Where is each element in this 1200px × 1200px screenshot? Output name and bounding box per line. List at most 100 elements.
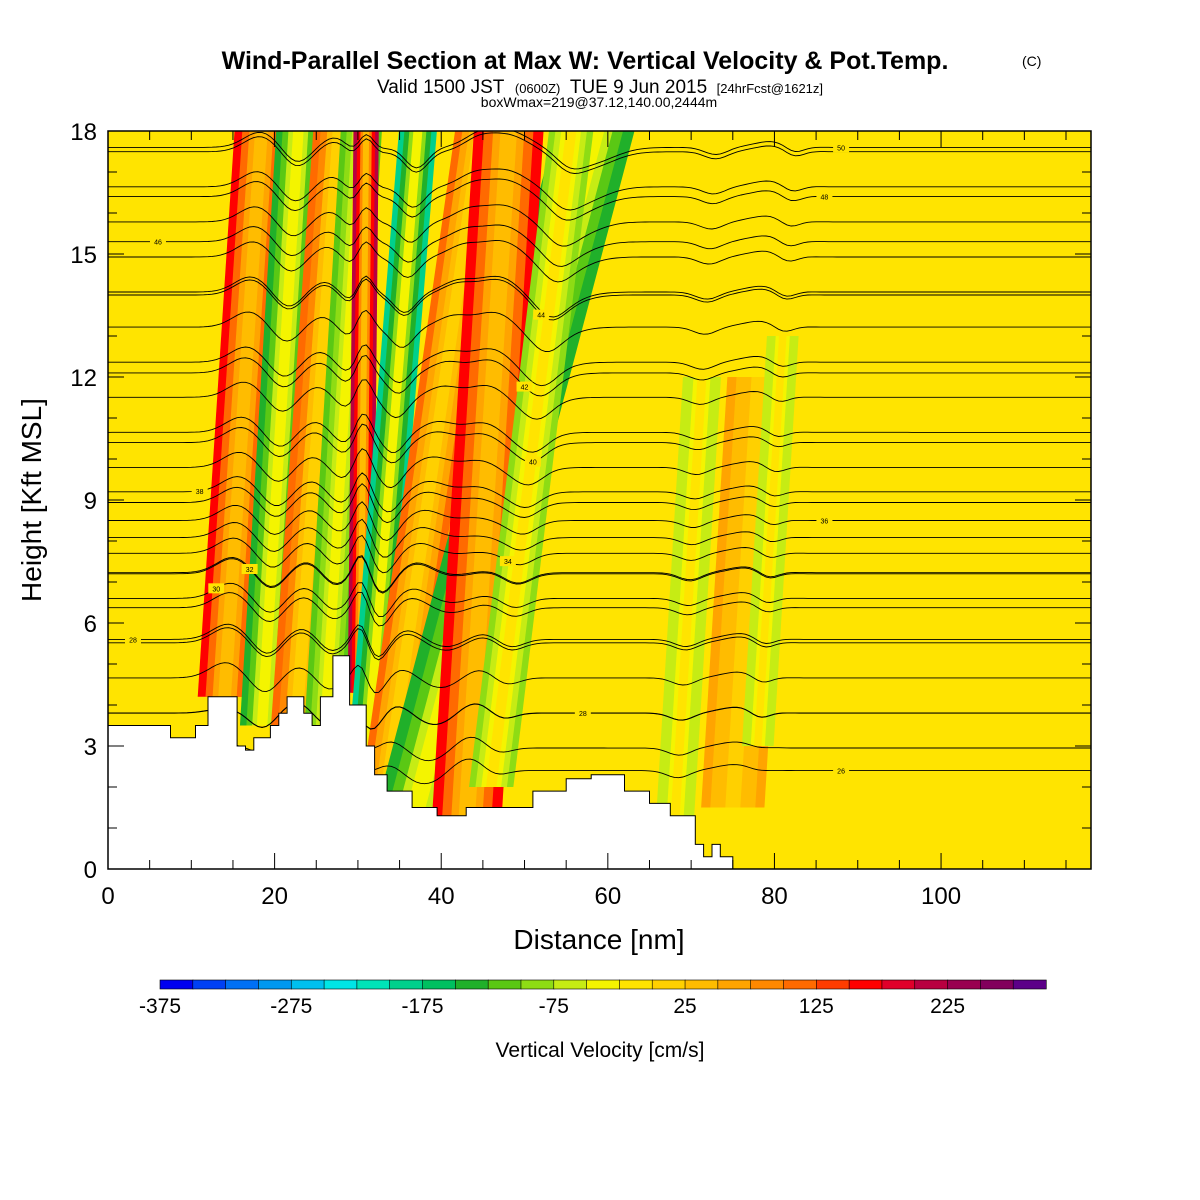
contour-label-bg bbox=[833, 142, 850, 153]
theta-contour-line bbox=[108, 662, 1091, 694]
velocity-band bbox=[218, 131, 268, 697]
theta-contour-line bbox=[108, 178, 1091, 221]
contour-label-bg bbox=[574, 708, 591, 719]
contour-label: 50 bbox=[837, 145, 845, 152]
theta-contour-line bbox=[108, 379, 1091, 420]
theta-contour-line bbox=[108, 309, 1091, 352]
colorbar-swatch bbox=[619, 979, 653, 990]
colorbar-swatch bbox=[1012, 979, 1047, 990]
colorbar-swatch bbox=[323, 979, 358, 990]
velocity-band bbox=[289, 131, 345, 738]
colorbar-swatch bbox=[815, 979, 850, 990]
colorbar-swatch bbox=[750, 979, 785, 990]
velocity-band bbox=[357, 131, 370, 693]
theta-contour-line bbox=[108, 627, 1091, 661]
colorbar-tick-label: -375 bbox=[139, 995, 181, 1018]
y-tick-label: 18 bbox=[70, 119, 97, 146]
x-tick-label: 40 bbox=[428, 883, 455, 910]
colorbar-tick-label: 25 bbox=[673, 995, 696, 1018]
contour-label: 28 bbox=[579, 711, 587, 718]
theta-contour-line bbox=[108, 501, 1091, 541]
terrain-mask bbox=[108, 655, 734, 869]
theta-contour-line bbox=[108, 591, 1091, 627]
contour-label-bg bbox=[241, 563, 258, 574]
contour-label-bg bbox=[533, 309, 550, 320]
y-tick-label: 0 bbox=[84, 857, 97, 884]
colorbar-title: Vertical Velocity [cm/s] bbox=[496, 1039, 705, 1062]
contour-label: 32 bbox=[246, 567, 254, 574]
contour-label: 40 bbox=[529, 460, 537, 467]
colorbar-swatch bbox=[258, 979, 292, 990]
colorbar bbox=[159, 979, 1047, 990]
theta-contour-line bbox=[108, 131, 1091, 170]
colorbar-swatch bbox=[192, 979, 227, 990]
y-axis-label: Height [Kft MSL] bbox=[16, 398, 47, 602]
colorbar-tick-label: -75 bbox=[539, 995, 569, 1018]
colorbar-swatch bbox=[520, 979, 555, 990]
x-tick-label: 0 bbox=[101, 883, 114, 910]
velocity-band bbox=[669, 377, 707, 828]
theta-contour-line bbox=[108, 483, 1091, 524]
colorbar-swatch bbox=[914, 979, 949, 990]
colorbar-swatch bbox=[684, 979, 719, 990]
forecast-info: [24hrFcst@1621z] bbox=[717, 81, 823, 96]
x-tick-label: 80 bbox=[761, 883, 788, 910]
x-tick-label: 20 bbox=[261, 883, 288, 910]
colorbar-swatch bbox=[848, 979, 883, 990]
velocity-band bbox=[256, 131, 304, 726]
colorbar-swatch bbox=[225, 979, 260, 990]
contour-label: 28 bbox=[129, 637, 137, 644]
theta-contour-line bbox=[108, 518, 1091, 558]
contour-label-bg bbox=[191, 485, 208, 496]
chart-title-block: Wind-Parallel Section at Max W: Vertical… bbox=[222, 47, 1042, 110]
theta-contour-line bbox=[108, 555, 1091, 593]
valid-utc: (0600Z) bbox=[515, 81, 561, 96]
colorbar-tick-label: -275 bbox=[270, 995, 312, 1018]
theta-contour-line bbox=[108, 534, 1091, 574]
velocity-band bbox=[725, 377, 767, 808]
contour-label-bg bbox=[516, 381, 533, 392]
theta-contour-line bbox=[108, 132, 1091, 174]
chart-title: Wind-Parallel Section at Max W: Vertical… bbox=[222, 47, 949, 75]
colorbar-swatch bbox=[356, 979, 391, 990]
box-wmax-info: boxWmax=219@37.12,140.00,2444m bbox=[481, 94, 717, 110]
theta-contour-line bbox=[108, 278, 1091, 321]
theta-contour-line bbox=[108, 204, 1091, 247]
colorbar-swatch bbox=[881, 979, 916, 990]
colorbar-swatch bbox=[783, 979, 817, 990]
colorbar-tick-label: 125 bbox=[799, 995, 834, 1018]
velocity-band bbox=[754, 336, 787, 746]
chart-subtitle: Valid 1500 JST (0600Z) TUE 9 Jun 2015 [2… bbox=[377, 77, 823, 98]
y-tick-label: 9 bbox=[84, 488, 97, 515]
theta-contour-line bbox=[108, 354, 1091, 397]
x-axis-label: Distance [nm] bbox=[513, 924, 684, 955]
contour-label: 44 bbox=[537, 313, 545, 320]
contour-label-bg bbox=[124, 634, 141, 645]
contour-label: 42 bbox=[521, 385, 529, 392]
valid-date: TUE 9 Jun 2015 bbox=[570, 77, 707, 98]
x-tick-label: 60 bbox=[594, 883, 621, 910]
contour-label: 48 bbox=[821, 195, 829, 202]
velocity-band bbox=[381, 131, 487, 787]
colorbar-swatch bbox=[947, 979, 981, 990]
velocity-band bbox=[363, 131, 423, 746]
theta-contour-line bbox=[108, 168, 1091, 211]
x-axis-ticks: 0 20 40 60 80 100 bbox=[101, 131, 1067, 910]
contour-label: 46 bbox=[154, 240, 162, 247]
contour-label: 38 bbox=[196, 489, 204, 496]
contour-label-bg bbox=[816, 191, 833, 202]
y-tick-label: 15 bbox=[70, 242, 97, 269]
colorbar-swatch bbox=[422, 979, 456, 990]
velocity-band bbox=[457, 131, 517, 828]
theta-contour-line bbox=[108, 275, 1091, 318]
theta-contour-line bbox=[108, 623, 1091, 658]
contour-label: 30 bbox=[212, 586, 220, 593]
vertical-velocity-field bbox=[197, 131, 799, 828]
colorbar-swatch bbox=[553, 979, 588, 990]
potential-temperature-contours: 26 28 28 30 32 34 36 38 40 42 44 46 48 50 bbox=[108, 131, 1091, 785]
colorbar-swatch bbox=[455, 979, 489, 990]
theta-contour-line bbox=[108, 702, 1091, 730]
contour-label-bg bbox=[149, 236, 166, 247]
theta-contour-line bbox=[108, 582, 1091, 618]
